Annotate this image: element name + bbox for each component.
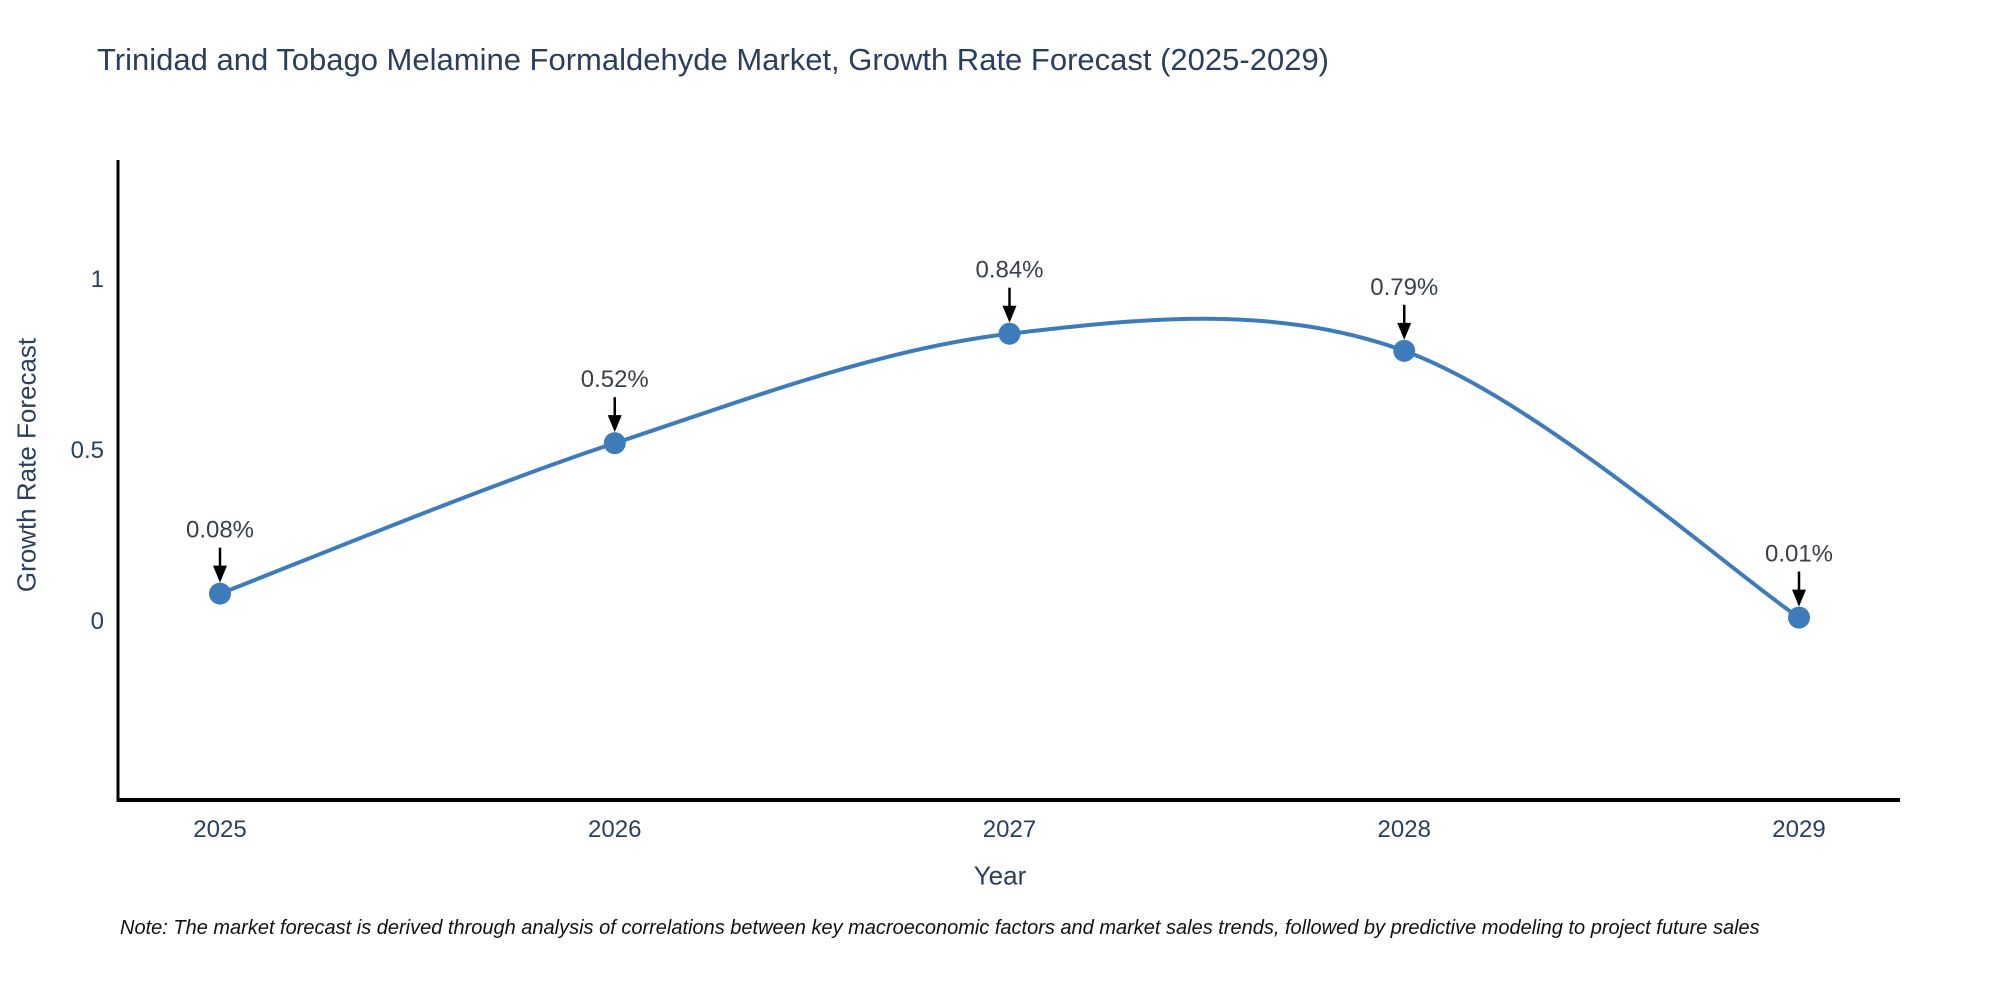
y-tick-label: 0.5: [71, 437, 104, 464]
annotation-arrowhead: [607, 415, 622, 433]
annotation-arrowhead: [1792, 589, 1806, 607]
data-point-2029[interactable]: [1788, 606, 1810, 629]
data-point-2027[interactable]: [998, 322, 1021, 345]
x-axis-label: Year: [973, 860, 1027, 891]
point-value-label: 0.84%: [975, 257, 1043, 284]
data-point-2028[interactable]: [1393, 339, 1416, 362]
point-value-label: 0.08%: [186, 517, 254, 544]
x-tick-label: 2026: [588, 816, 641, 843]
y-axis-label: Growth Rate Forecast: [11, 337, 42, 593]
point-value-label: 0.52%: [581, 366, 649, 393]
x-tick-label: 2025: [193, 816, 246, 843]
x-tick-label: 2027: [983, 816, 1036, 843]
chart-title: Trinidad and Tobago Melamine Formaldehyd…: [97, 42, 1330, 77]
point-value-label: 0.01%: [1765, 541, 1833, 568]
data-point-2025[interactable]: [209, 582, 231, 605]
data-point-2026[interactable]: [603, 432, 626, 455]
annotation-arrowhead: [1397, 322, 1412, 340]
point-value-label: 0.79%: [1370, 274, 1438, 301]
forecast-line: [218, 316, 1801, 620]
annotation-arrowhead: [213, 565, 227, 583]
x-tick-label: 2029: [1772, 816, 1825, 843]
y-tick-label: 0: [91, 608, 104, 635]
footnote: Note: The market forecast is derived thr…: [120, 917, 1760, 939]
x-tick-label: 2028: [1378, 816, 1431, 843]
y-tick-label: 1: [91, 266, 104, 293]
annotation-arrowhead: [1002, 305, 1017, 323]
